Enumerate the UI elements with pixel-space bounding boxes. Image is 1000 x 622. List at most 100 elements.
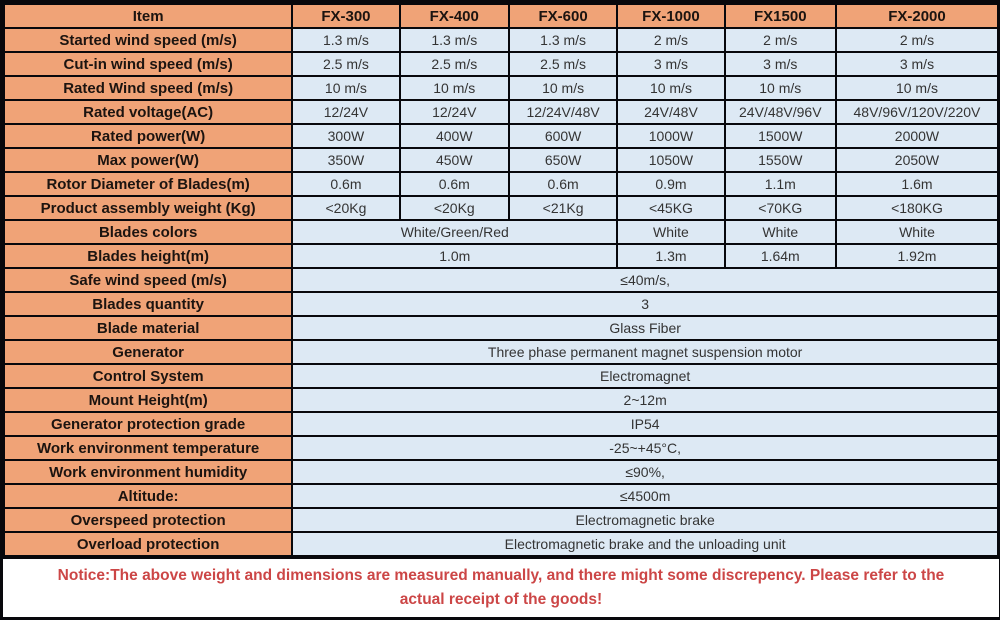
spec-value: 2050W — [834, 147, 1000, 173]
spec-value: 1.3 m/s — [398, 27, 510, 53]
spec-value: 10 m/s — [398, 75, 510, 101]
spec-row: Cut-in wind speed (m/s) 2.5 m/s 2.5 m/s 2.5… — [2, 51, 1000, 77]
spec-value: 1.6m — [834, 171, 1000, 197]
spec-row: Generator protection grade IP54 — [2, 411, 999, 437]
row-label: Control System — [2, 363, 294, 389]
spec-value: 350W — [291, 147, 401, 173]
spec-value: 450W — [398, 147, 510, 173]
spec-value: 10 m/s — [616, 75, 726, 101]
spec-value: 24V/48V/96V — [723, 99, 837, 125]
spec-value: 10 m/s — [291, 75, 401, 101]
spec-value: 1050W — [616, 147, 726, 173]
spec-value: 300W — [291, 123, 401, 149]
row-label: Blades quantity — [2, 291, 294, 317]
row-label: Work environment humidity — [2, 459, 294, 485]
spec-value: White — [834, 219, 1000, 245]
spec-value: IP54 — [291, 411, 999, 437]
spec-value: <21Kg — [507, 195, 619, 221]
row-label: Overload protection — [2, 531, 294, 557]
row-label: Generator — [2, 339, 294, 365]
spec-value: 2.5 m/s — [398, 51, 510, 77]
spec-row: Overspeed protection Electromagnetic brak… — [2, 507, 999, 533]
spec-value: 0.9m — [616, 171, 726, 197]
spec-value: Electromagnet — [291, 363, 999, 389]
spec-value: 2 m/s — [723, 27, 837, 53]
spec-value: <20Kg — [398, 195, 510, 221]
spec-row: Work environment humidity ≤90%, — [2, 459, 999, 485]
spec-row: Product assembly weight (Kg) <20Kg <20Kg <2… — [2, 195, 1000, 221]
model-column-header: FX-300 — [291, 3, 401, 29]
row-label: Blade material — [2, 315, 294, 341]
spec-row: Altitude: ≤4500m — [2, 483, 999, 509]
spec-value: -25~+45°C, — [291, 435, 999, 461]
spec-row: Work environment temperature -25~+45°C, — [2, 435, 999, 461]
row-label: Safe wind speed (m/s) — [2, 267, 294, 293]
spec-row: Rotor Diameter of Blades(m) 0.6m 0.6m 0.6m 0… — [2, 171, 1000, 197]
row-label: Blades height(m) — [2, 243, 294, 269]
row-label: Altitude: — [2, 483, 294, 509]
spec-value: 1500W — [723, 123, 837, 149]
row-label: Rated Wind speed (m/s) — [2, 75, 294, 101]
row-label: Blades colors — [2, 219, 294, 245]
spec-value: 1550W — [723, 147, 837, 173]
spec-row: Safe wind speed (m/s) ≤40m/s, — [2, 267, 999, 293]
spec-value: 2 m/s — [834, 27, 1000, 53]
row-label: Work environment temperature — [2, 435, 294, 461]
spec-value: <45KG — [616, 195, 726, 221]
spec-value: 3 m/s — [616, 51, 726, 77]
spec-value: 1.3m — [616, 243, 726, 269]
spec-value: 0.6m — [507, 171, 619, 197]
spec-value: Electromagnetic brake and the unloading … — [291, 531, 999, 557]
spec-value: 2000W — [834, 123, 1000, 149]
model-column-header: FX-2000 — [834, 3, 1000, 29]
spec-value: 2 m/s — [616, 27, 726, 53]
model-column-header: FX-1000 — [616, 3, 726, 29]
item-column-header: Item — [2, 3, 294, 29]
spec-value: White/Green/Red — [291, 219, 619, 245]
spec-value: 1000W — [616, 123, 726, 149]
spec-value: <20Kg — [291, 195, 401, 221]
row-label: Max power(W) — [2, 147, 294, 173]
spec-row: Overload protection Electromagnetic brake… — [2, 531, 999, 557]
model-column-header: FX1500 — [723, 3, 837, 29]
spec-value: White — [616, 219, 726, 245]
row-label: Generator protection grade — [2, 411, 294, 437]
spec-row: Generator Three phase permanent magnet su… — [2, 339, 999, 365]
row-label: Started wind speed (m/s) — [2, 27, 294, 53]
spec-value: 1.1m — [723, 171, 837, 197]
spec-value: 0.6m — [398, 171, 510, 197]
model-column-header: FX-400 — [398, 3, 510, 29]
spec-value: 48V/96V/120V/220V — [834, 99, 1000, 125]
spec-row: Blades height(m) 1.0m 1.3m 1.64m 1.92m — [2, 243, 1000, 269]
spec-row: Blade material Glass Fiber — [2, 315, 999, 341]
row-label: Product assembly weight (Kg) — [2, 195, 294, 221]
row-label: Cut-in wind speed (m/s) — [2, 51, 294, 77]
spec-value: White — [723, 219, 837, 245]
spec-value: 600W — [507, 123, 619, 149]
spec-value: 10 m/s — [834, 75, 1000, 101]
spec-value: Glass Fiber — [291, 315, 999, 341]
spec-row: Blades quantity 3 — [2, 291, 999, 317]
row-label: Overspeed protection — [2, 507, 294, 533]
spec-value: 12/24V/48V — [507, 99, 619, 125]
spec-row: Control System Electromagnet — [2, 363, 999, 389]
spec-value: 2.5 m/s — [507, 51, 619, 77]
spec-value: 2.5 m/s — [291, 51, 401, 77]
header-row: Item FX-300 FX-400 FX-600 FX-1000 FX1500 FX-20… — [2, 3, 1000, 29]
spec-value: ≤4500m — [291, 483, 999, 509]
row-label: Rated voltage(AC) — [2, 99, 294, 125]
spec-value: 400W — [398, 123, 510, 149]
spec-row: Max power(W) 350W 450W 650W 1050W 1550W 2050W — [2, 147, 1000, 173]
spec-value: 1.0m — [291, 243, 619, 269]
spec-value: 2~12m — [291, 387, 999, 413]
spec-value: Electromagnetic brake — [291, 507, 999, 533]
spec-value: 3 m/s — [723, 51, 837, 77]
spec-row: Started wind speed (m/s) 1.3 m/s 1.3 m/s 1.… — [2, 27, 1000, 53]
spec-value: 3 m/s — [834, 51, 1000, 77]
spec-value: 1.3 m/s — [507, 27, 619, 53]
spec-value: 12/24V — [291, 99, 401, 125]
spec-value: 10 m/s — [507, 75, 619, 101]
spec-row: Rated Wind speed (m/s) 10 m/s 10 m/s 10 m/s… — [2, 75, 1000, 101]
spec-value: 0.6m — [291, 171, 401, 197]
